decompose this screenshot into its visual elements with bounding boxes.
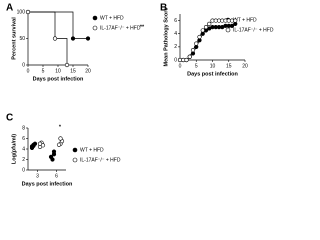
panel-label: B [160, 3, 167, 14]
x-tick-label: 5 [42, 68, 45, 74]
y-tick-label: 8 [22, 125, 25, 131]
y-tick-label: 0 [22, 62, 25, 68]
x-tick-label: 0 [179, 63, 182, 69]
data-point [52, 36, 58, 41]
y-tick-label: 6 [22, 136, 25, 142]
x-axis-label: Days post infection [187, 71, 238, 77]
legend-label: IL-17AF⁻/⁻ + HFD [80, 157, 121, 163]
data-point [51, 149, 57, 154]
x-tick-label: 6 [55, 173, 58, 179]
legend-marker [72, 147, 78, 153]
y-tick-label: 100 [17, 9, 26, 15]
data-point [187, 54, 192, 59]
y-tick-label: 4 [174, 31, 177, 37]
y-axis-label: Mean Pathology Score [163, 8, 169, 67]
data-point [194, 41, 199, 46]
y-tick-label: 0 [174, 57, 177, 63]
y-tick-label: 6 [174, 18, 177, 24]
data-point [229, 23, 235, 28]
x-tick-label: 10 [210, 63, 216, 69]
y-tick-label: 50 [19, 36, 25, 42]
y-axis-label: Percent survival [11, 17, 17, 60]
data-point [56, 142, 62, 147]
legend-label: WT + HFD [233, 17, 257, 23]
y-axis-label: Log(pfu/ml) [11, 134, 17, 164]
x-axis-label: Days post infection [33, 76, 84, 82]
x-tick-label: 15 [70, 68, 76, 74]
data-point [64, 62, 70, 68]
data-point [70, 36, 76, 41]
data-point [184, 57, 189, 63]
significance: * [59, 124, 62, 130]
panel-label: A [6, 3, 13, 14]
series-line [28, 11, 88, 39]
data-point [197, 34, 202, 40]
x-tick-label: 5 [195, 63, 198, 69]
y-tick-label: 4 [22, 146, 25, 152]
y-tick-label: 0 [22, 167, 25, 173]
data-point [58, 136, 63, 141]
x-tick-label: 3 [36, 173, 39, 179]
data-point [50, 157, 55, 162]
panel-label: C [6, 113, 13, 124]
data-point [203, 25, 209, 30]
legend-label: IL-17AF⁻/⁻ + HFD [233, 27, 274, 33]
data-point [37, 141, 43, 146]
y-tick-label: 2 [174, 44, 177, 50]
data-point [85, 36, 91, 41]
legend-marker [92, 25, 98, 31]
x-tick-label: 0 [27, 68, 30, 74]
data-point [233, 18, 238, 23]
page: A 0 5 10 15 20 0 50 100 Days post infection Percen… [6, 2, 274, 188]
data-point [207, 21, 212, 26]
series-line [28, 11, 68, 65]
y-tick-label: 2 [22, 157, 25, 163]
data-point [31, 143, 36, 148]
legend-marker [72, 157, 78, 163]
x-axis-label: Days post infection [22, 181, 73, 187]
legend-label: WT + HFD [80, 147, 104, 153]
data-point [190, 48, 196, 53]
x-tick-label: 15 [226, 63, 232, 69]
legend-marker [225, 27, 231, 33]
x-tick-label: 20 [85, 68, 91, 74]
significance: ** [140, 24, 145, 30]
legend-label: WT + HFD [100, 15, 124, 21]
data-point [25, 9, 31, 15]
legend-marker [92, 15, 98, 21]
legend-label: IL-17AF⁻/⁻ + HFD [100, 25, 141, 31]
x-tick-label: 10 [55, 68, 61, 74]
data-point [200, 28, 205, 33]
x-tick-label: 20 [242, 63, 248, 69]
